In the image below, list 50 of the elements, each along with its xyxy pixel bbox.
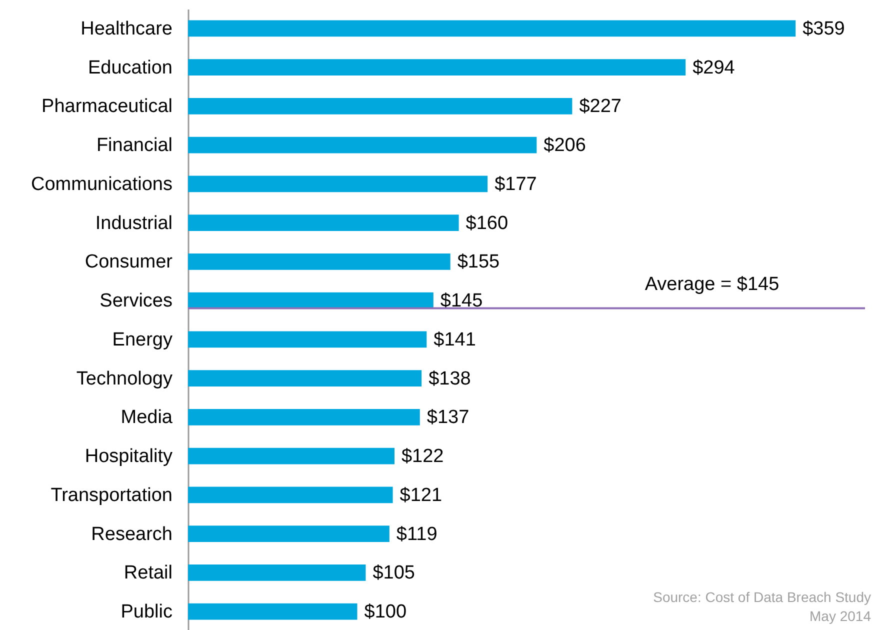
y-tick-label: Education bbox=[88, 57, 172, 78]
bar bbox=[188, 136, 537, 154]
data-label: $359 bbox=[802, 18, 845, 40]
y-tick-label: Research bbox=[91, 524, 172, 545]
data-label: $155 bbox=[457, 252, 500, 273]
data-label: $160 bbox=[466, 212, 508, 234]
y-tick-label: Public bbox=[120, 602, 172, 623]
y-tick-label: Industrial bbox=[95, 212, 172, 234]
y-tick-label: Services bbox=[100, 290, 172, 312]
bar bbox=[188, 409, 420, 426]
y-tick-label: Hospitality bbox=[84, 446, 173, 468]
y-tick-label: Retail bbox=[124, 562, 172, 584]
data-label: $138 bbox=[428, 368, 471, 390]
y-tick-label: Transportation bbox=[50, 484, 172, 506]
y-tick-label: Financial bbox=[96, 135, 172, 156]
bar bbox=[188, 20, 796, 37]
y-tick-label: Healthcare bbox=[80, 18, 172, 40]
bar bbox=[188, 176, 488, 192]
data-label: $100 bbox=[364, 602, 407, 623]
y-tick-label: Technology bbox=[76, 368, 173, 390]
data-label: $122 bbox=[401, 446, 444, 468]
data-label: $121 bbox=[400, 484, 442, 506]
bar bbox=[188, 331, 427, 348]
data-label: $145 bbox=[440, 290, 483, 312]
bar bbox=[188, 254, 450, 270]
bar bbox=[188, 214, 459, 231]
text: May 2014 bbox=[808, 607, 871, 626]
data-label: $177 bbox=[494, 174, 537, 195]
y-tick-label: Consumer bbox=[84, 252, 174, 273]
annotation: Source: Cost of Data Breach Study bbox=[653, 588, 871, 607]
bar bbox=[188, 526, 390, 542]
data-label: $206 bbox=[544, 135, 586, 156]
bar bbox=[188, 448, 394, 464]
bar bbox=[188, 59, 686, 76]
y-tick-label: Energy bbox=[112, 329, 173, 350]
y-tick-label: Communications bbox=[31, 174, 172, 195]
data-label: $227 bbox=[579, 96, 622, 118]
bar bbox=[188, 486, 393, 504]
y-tick-label: Media bbox=[120, 407, 173, 428]
bar bbox=[188, 98, 572, 114]
bar bbox=[188, 370, 422, 386]
bar bbox=[188, 603, 358, 620]
y-tick-label: Pharmaceutical bbox=[42, 96, 172, 118]
ref-line-label: Average = $145 bbox=[644, 274, 780, 296]
data-label: $119 bbox=[396, 524, 438, 545]
bar bbox=[188, 564, 366, 581]
data-label: $141 bbox=[434, 329, 476, 350]
data-label: $294 bbox=[692, 57, 736, 78]
data-label: $137 bbox=[426, 407, 470, 428]
data-label: $105 bbox=[372, 562, 415, 584]
